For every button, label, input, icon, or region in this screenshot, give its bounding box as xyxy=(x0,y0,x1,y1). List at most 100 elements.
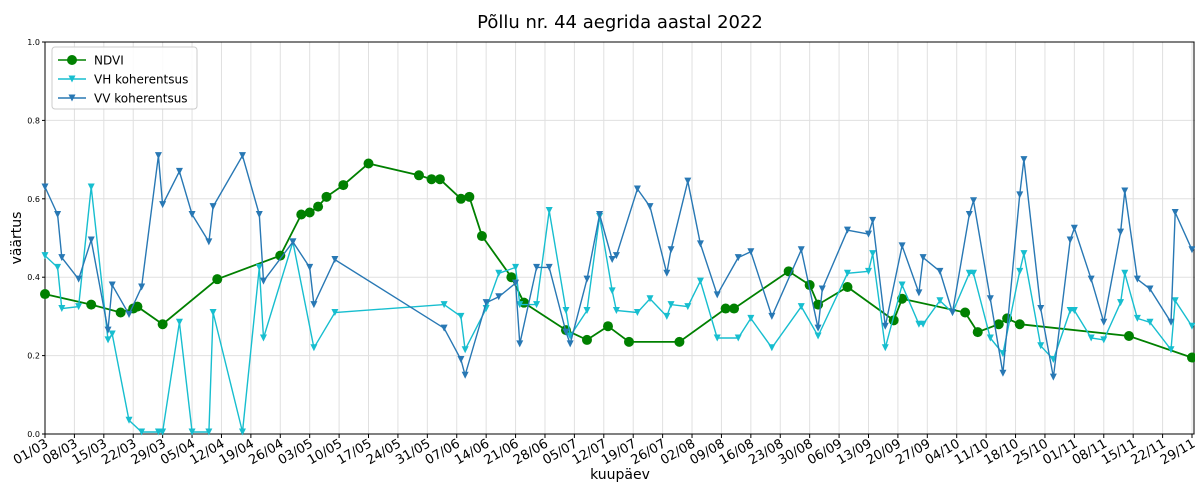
marker xyxy=(413,170,424,181)
marker xyxy=(696,240,704,248)
marker xyxy=(1037,342,1045,350)
marker xyxy=(633,308,641,316)
marker xyxy=(1070,307,1078,315)
marker xyxy=(864,230,872,238)
marker xyxy=(41,183,49,191)
marker xyxy=(949,308,957,316)
marker xyxy=(562,328,570,336)
marker xyxy=(457,312,465,320)
marker xyxy=(238,152,246,160)
marker xyxy=(960,307,971,318)
marker xyxy=(205,238,213,246)
marker xyxy=(238,428,246,436)
marker xyxy=(602,321,613,332)
marker xyxy=(440,324,448,332)
marker xyxy=(843,226,851,234)
marker xyxy=(1100,318,1108,326)
legend: NDVI VH koherentsus VV koherentsus xyxy=(51,46,198,110)
marker xyxy=(482,299,490,307)
marker xyxy=(1188,246,1195,254)
marker xyxy=(138,428,146,436)
marker xyxy=(747,248,755,256)
marker xyxy=(864,267,872,275)
marker xyxy=(1014,319,1025,330)
marker xyxy=(58,254,66,262)
marker xyxy=(1037,305,1045,313)
marker xyxy=(720,303,731,314)
marker xyxy=(321,191,332,202)
marker xyxy=(965,210,973,218)
marker xyxy=(663,312,671,320)
marker xyxy=(915,289,923,297)
marker xyxy=(457,356,465,364)
marker xyxy=(674,336,685,347)
marker xyxy=(132,301,143,312)
marker xyxy=(104,326,112,334)
marker xyxy=(1100,336,1108,344)
marker xyxy=(1133,275,1141,283)
marker xyxy=(881,322,889,330)
y-tick-label: 0.8 xyxy=(27,116,40,125)
marker xyxy=(255,210,263,218)
marker xyxy=(310,344,318,352)
marker xyxy=(713,334,721,342)
marker xyxy=(936,267,944,275)
marker xyxy=(729,303,740,314)
marker xyxy=(986,334,994,342)
marker xyxy=(68,75,76,83)
marker xyxy=(814,324,822,332)
marker xyxy=(624,336,635,347)
marker xyxy=(461,346,469,354)
y-tick-label: 0.0 xyxy=(27,430,40,439)
marker xyxy=(259,334,267,342)
marker xyxy=(175,318,183,326)
marker xyxy=(426,174,437,185)
marker xyxy=(608,287,616,295)
marker xyxy=(919,254,927,262)
marker xyxy=(41,252,49,260)
marker xyxy=(125,416,133,424)
marker xyxy=(533,263,541,271)
marker xyxy=(843,269,851,277)
marker xyxy=(797,303,805,311)
marker xyxy=(612,307,620,315)
marker xyxy=(259,277,267,285)
marker xyxy=(1123,331,1134,341)
marker xyxy=(255,263,263,271)
marker xyxy=(684,177,692,185)
marker xyxy=(818,285,826,293)
marker xyxy=(898,242,906,250)
marker xyxy=(289,238,297,246)
marker xyxy=(304,207,315,218)
marker xyxy=(696,277,704,285)
marker xyxy=(1167,318,1175,326)
marker xyxy=(608,256,616,264)
marker xyxy=(1187,352,1195,363)
y-tick-label: 0.6 xyxy=(27,195,40,204)
marker xyxy=(869,250,877,258)
marker xyxy=(495,293,503,301)
marker xyxy=(159,428,167,436)
marker xyxy=(54,263,62,271)
marker xyxy=(75,303,83,311)
chart-title: Põllu nr. 44 aegrida aastal 2022 xyxy=(477,12,763,33)
legend-label: VH koherentsus xyxy=(94,73,188,87)
marker xyxy=(1016,191,1024,199)
marker xyxy=(1066,236,1074,244)
marker xyxy=(1188,322,1195,330)
marker xyxy=(1171,209,1179,217)
legend-label: VV koherentsus xyxy=(94,92,188,106)
marker xyxy=(313,201,324,212)
marker xyxy=(768,344,776,352)
marker xyxy=(1049,373,1057,381)
marker xyxy=(545,263,553,271)
marker xyxy=(125,310,133,318)
marker xyxy=(646,295,654,303)
marker xyxy=(993,319,1004,330)
marker xyxy=(157,319,168,330)
marker xyxy=(734,334,742,342)
marker xyxy=(115,307,126,318)
marker xyxy=(1016,267,1024,275)
marker xyxy=(331,256,339,264)
marker xyxy=(495,269,503,277)
